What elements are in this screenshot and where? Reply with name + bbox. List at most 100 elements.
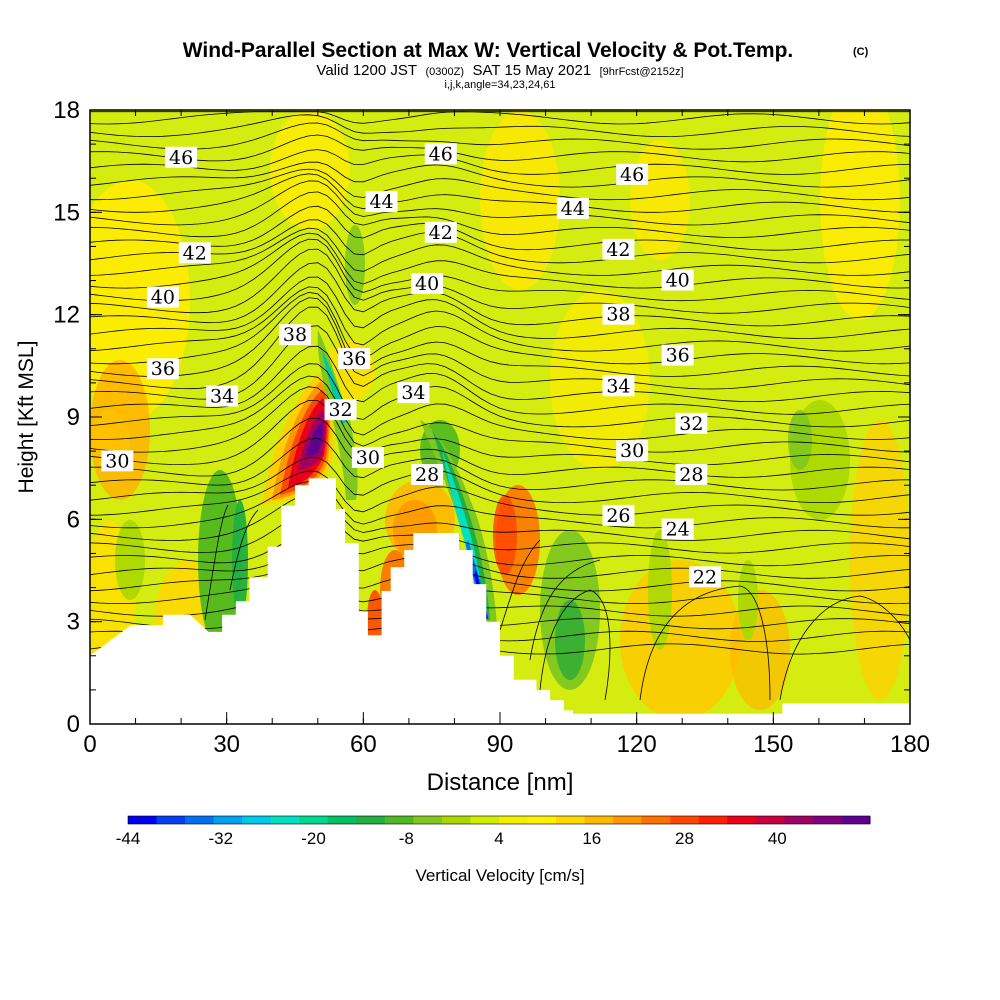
colorbar-swatch bbox=[384, 816, 414, 824]
isentrope-line bbox=[90, 437, 910, 491]
isentrope-label-box bbox=[351, 446, 384, 468]
isentrope-label-box bbox=[178, 242, 211, 264]
colorbar-swatch bbox=[270, 816, 300, 824]
isentrope-label-box bbox=[602, 238, 635, 260]
isentrope-label-box bbox=[602, 303, 635, 325]
colorbar-label: Vertical Velocity [cm/s] bbox=[415, 866, 584, 885]
isentrope-label-text: 36 bbox=[666, 345, 690, 367]
isentrope-label-box bbox=[338, 348, 371, 370]
x-tick-label: 30 bbox=[213, 731, 240, 758]
colorbar-swatch bbox=[727, 816, 757, 824]
colorbar-tick-label: -32 bbox=[209, 829, 234, 848]
isentrope-label-box bbox=[411, 272, 444, 294]
velocity-blob bbox=[115, 520, 145, 600]
isentrope-line bbox=[90, 238, 910, 302]
isentrope-label: 32 bbox=[324, 399, 357, 421]
colorbar-swatch bbox=[441, 816, 471, 824]
isentrope-label-box bbox=[365, 191, 398, 213]
colorbar-swatch bbox=[784, 816, 814, 824]
isentrope-label-text: 30 bbox=[356, 447, 380, 469]
isentrope-line bbox=[90, 173, 910, 213]
isentrope-label-box bbox=[661, 269, 694, 291]
terrain-mask bbox=[90, 478, 910, 724]
isentrope-label: 34 bbox=[602, 375, 635, 397]
velocity-blob bbox=[480, 110, 560, 290]
colorbar-tick-label: 40 bbox=[768, 829, 787, 848]
colorbar-tick-label: 4 bbox=[494, 829, 503, 848]
isentrope-label: 28 bbox=[675, 463, 708, 486]
isentrope-line bbox=[204, 504, 229, 621]
y-tick-label: 3 bbox=[67, 609, 80, 636]
isentrope-line bbox=[90, 549, 910, 579]
colorbar: -44 -32 -20 -8 4 16 28 40 bbox=[116, 815, 871, 848]
isentrope-label-text: 40 bbox=[151, 287, 175, 309]
isentrope-label: 22 bbox=[689, 566, 721, 588]
colorbar-swatch bbox=[584, 816, 614, 824]
isentrope-label-box bbox=[101, 450, 134, 472]
isentrope-label-box bbox=[602, 504, 635, 526]
velocity-blob bbox=[788, 410, 812, 470]
x-tick-label: 150 bbox=[753, 731, 793, 758]
isentrope-line bbox=[229, 509, 259, 591]
isentrope-line bbox=[90, 286, 910, 352]
y-tick-label: 15 bbox=[53, 199, 80, 226]
x-tick-label: 0 bbox=[83, 731, 96, 758]
x-tick-label: 180 bbox=[890, 731, 930, 758]
isentrope-label-text: 22 bbox=[693, 566, 717, 588]
isentrope-label: 38 bbox=[279, 324, 311, 346]
isentrope-line bbox=[779, 595, 910, 701]
velocity-blob bbox=[198, 470, 242, 650]
velocity-blob bbox=[820, 110, 900, 320]
isentrope-label: 32 bbox=[675, 412, 708, 435]
isentrope-label-text: 42 bbox=[183, 242, 207, 264]
isentrope-line bbox=[90, 417, 910, 478]
velocity-blob bbox=[367, 590, 383, 650]
isentrope-label-text: 30 bbox=[620, 440, 644, 462]
y-tick-label: 18 bbox=[53, 97, 80, 124]
isentrope-label-box bbox=[146, 358, 179, 380]
isentrope-label: 34 bbox=[397, 382, 430, 404]
isentrope-label: 40 bbox=[146, 286, 179, 309]
chart-subtitle: Valid 1200 JST (0300Z) SAT 15 May 2021 [… bbox=[316, 62, 683, 79]
isentrope-label-box bbox=[279, 324, 311, 346]
isentrope-line bbox=[639, 585, 771, 701]
isentrope-line bbox=[90, 134, 910, 163]
isentrope-label-text: 42 bbox=[606, 239, 630, 261]
isentrope-line bbox=[90, 122, 910, 150]
colorbar-swatch bbox=[499, 816, 529, 824]
isentrope-label-text: 46 bbox=[169, 147, 193, 169]
isentrope-label-box bbox=[675, 463, 708, 485]
isentrope-label-text: 32 bbox=[679, 413, 703, 435]
velocity-blob bbox=[555, 600, 585, 680]
isentrope-line bbox=[90, 470, 910, 516]
isentrope-label: 36 bbox=[661, 344, 694, 367]
colorbar-swatch bbox=[242, 816, 272, 824]
isentrope-line bbox=[90, 291, 910, 365]
x-tick-label: 60 bbox=[350, 731, 377, 758]
colorbar-swatch bbox=[527, 816, 557, 824]
colorbar-swatch bbox=[841, 816, 871, 824]
isentrope-label-text: 38 bbox=[283, 324, 307, 346]
isentrope-label: 28 bbox=[411, 463, 444, 486]
isentrope-label-text: 26 bbox=[606, 505, 630, 527]
isentrope-label: 24 bbox=[661, 518, 694, 541]
isentrope-label-text: 28 bbox=[679, 464, 703, 486]
isentrope-line bbox=[90, 219, 910, 264]
subtitle-valid: Valid 1200 JST bbox=[316, 62, 417, 79]
subtitle-date: SAT 15 May 2021 bbox=[472, 62, 591, 79]
isentrope-line bbox=[90, 297, 910, 377]
chart-title: Wind-Parallel Section at Max W: Vertical… bbox=[183, 39, 794, 62]
isentrope-line bbox=[90, 529, 910, 567]
isentrope-line bbox=[90, 493, 910, 541]
x-tick-label: 90 bbox=[487, 731, 514, 758]
isentrope-label-text: 28 bbox=[415, 464, 439, 486]
isentrope-label-text: 34 bbox=[210, 386, 234, 408]
isentrope-label: 44 bbox=[556, 197, 589, 220]
isentrope-label: 34 bbox=[206, 385, 239, 408]
colorbar-swatch bbox=[327, 816, 357, 824]
isentrope-label: 42 bbox=[424, 221, 457, 244]
colorbar-swatch bbox=[613, 816, 643, 824]
colorbar-swatch bbox=[356, 816, 386, 824]
isentrope-line bbox=[90, 232, 910, 289]
